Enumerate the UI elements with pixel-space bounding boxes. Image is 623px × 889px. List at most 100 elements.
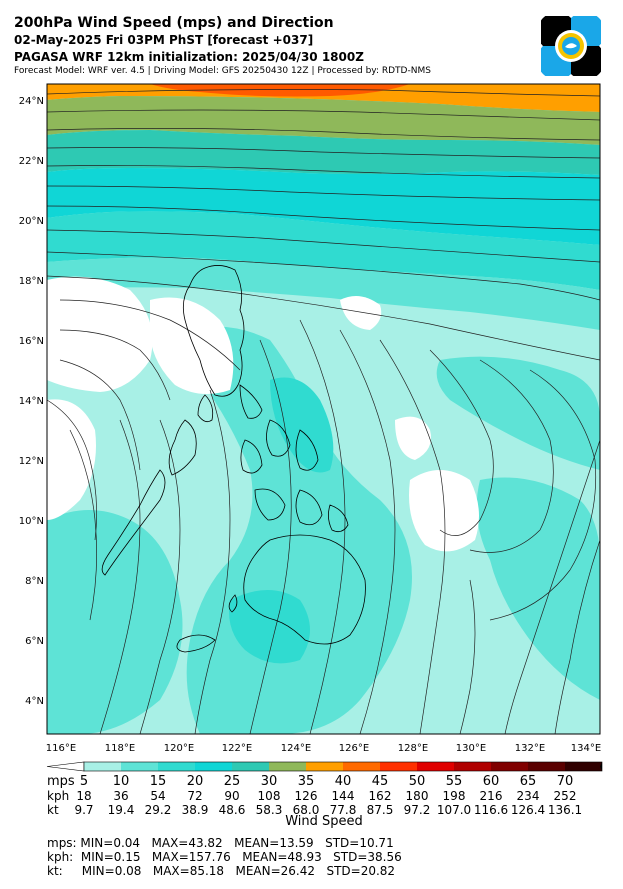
lon-label-128: 128°E [398, 743, 428, 754]
legend-tick-kph: 216 [480, 789, 503, 803]
legend-tick-kph: 126 [295, 789, 318, 803]
legend-tick-kt: 48.6 [219, 803, 246, 817]
legend-tick-kt: 136.1 [548, 803, 582, 817]
colorbar-swatch [528, 762, 565, 771]
colorbar-swatch [306, 762, 343, 771]
lon-label-116: 116°E [46, 743, 76, 754]
pagasa-logo [541, 16, 601, 76]
legend-tick-kph: 180 [406, 789, 429, 803]
legend-tick-mps: 65 [520, 774, 537, 789]
model-info: Forecast Model: WRF ver. 4.5 | Driving M… [14, 66, 431, 76]
legend-row-label-kt: kt [47, 803, 59, 817]
lon-labels: 116°E 118°E 120°E 122°E 124°E 126°E 128°… [46, 743, 601, 754]
colorbar-swatch [84, 762, 121, 771]
legend-tick-mps: 55 [446, 774, 463, 789]
lon-label-120: 120°E [164, 743, 194, 754]
colorbar-swatch [380, 762, 417, 771]
lat-label-12: 12°N [19, 456, 44, 467]
colorbar-swatch [195, 762, 232, 771]
legend-tick-kt: 58.3 [256, 803, 283, 817]
colorbar-swatch [232, 762, 269, 771]
legend-tick-kph: 162 [369, 789, 392, 803]
lat-label-10: 10°N [19, 516, 44, 527]
lat-label-20: 20°N [19, 216, 44, 227]
lat-label-6: 6°N [25, 636, 44, 647]
stats-mps: mps: MIN=0.04 MAX=43.82 MEAN=13.59 STD=1… [47, 836, 394, 850]
legend-tick-kph: 252 [554, 789, 577, 803]
wind-speed-field [47, 84, 600, 734]
lat-label-22: 22°N [19, 156, 44, 167]
colorbar-max-arrow [600, 762, 602, 771]
legend-row-label-mps: mps [47, 774, 75, 789]
legend-tick-kph: 198 [443, 789, 466, 803]
legend-tick-kph: 54 [150, 789, 165, 803]
map-frame [46, 83, 601, 735]
legend-tick-mps: 5 [80, 774, 88, 789]
lon-label-124: 124°E [281, 743, 311, 754]
colorbar-swatches [46, 761, 603, 772]
legend-row-label-kph: kph [47, 789, 69, 803]
lon-label-122: 122°E [222, 743, 252, 754]
legend-tick-kt: 77.8 [330, 803, 357, 817]
colorbar-swatch [121, 762, 158, 771]
legend-tick-kt: 97.2 [404, 803, 431, 817]
colorbar-swatch [269, 762, 306, 771]
legend-tick-kt: 19.4 [108, 803, 135, 817]
colorbar-min-arrow [46, 761, 85, 772]
legend-tick-mps: 35 [298, 774, 315, 789]
colorbar-swatch [343, 762, 380, 771]
legend-tick-mps: 40 [335, 774, 352, 789]
legend-tick-kt: 68.0 [293, 803, 320, 817]
legend-tick-kt: 9.7 [74, 803, 93, 817]
legend-tick-kph: 36 [113, 789, 128, 803]
legend-tick-kph: 234 [517, 789, 540, 803]
stats-kph: kph: MIN=0.15 MAX=157.76 MEAN=48.93 STD=… [47, 850, 402, 864]
lat-label-14: 14°N [19, 396, 44, 407]
legend-tick-kt: 38.9 [182, 803, 209, 817]
legend-caption: Wind Speed [285, 814, 363, 829]
lon-label-130: 130°E [456, 743, 486, 754]
colorbar-swatch [454, 762, 491, 771]
chart-title: 200hPa Wind Speed (mps) and Direction [14, 15, 334, 31]
legend-tick-kph: 144 [332, 789, 355, 803]
legend-tick-mps: 20 [187, 774, 204, 789]
colorbar-swatch [491, 762, 528, 771]
streamlines [47, 89, 600, 734]
legend-tick-mps: 60 [483, 774, 500, 789]
legend-tick-mps: 50 [409, 774, 426, 789]
legend-tick-mps: 10 [113, 774, 130, 789]
legend-tick-kt: 87.5 [367, 803, 394, 817]
lat-label-16: 16°N [19, 336, 44, 347]
lon-label-126: 126°E [339, 743, 369, 754]
legend-tick-mps: 30 [261, 774, 278, 789]
legend-tick-mps: 25 [224, 774, 241, 789]
legend-tick-mps: 70 [557, 774, 574, 789]
lon-label-118: 118°E [105, 743, 135, 754]
legend-tick-kt: 116.6 [474, 803, 508, 817]
legend-tick-kt: 29.2 [145, 803, 172, 817]
legend-tick-kt: 107.0 [437, 803, 471, 817]
legend-tick-kph: 18 [76, 789, 91, 803]
lat-label-24: 24°N [19, 96, 44, 107]
wind-map: 24°N 22°N 20°N 18°N 16°N 14°N 12°N 10°N … [19, 83, 601, 754]
legend-tick-kph: 72 [187, 789, 202, 803]
stats-kt: kt: MIN=0.08 MAX=85.18 MEAN=26.42 STD=20… [47, 864, 396, 878]
lon-label-134: 134°E [571, 743, 601, 754]
legend-tick-kph: 108 [258, 789, 281, 803]
lat-label-4: 4°N [25, 696, 44, 707]
legend-tick-kph: 90 [224, 789, 239, 803]
init-time: PAGASA WRF 12km initialization: 2025/04/… [14, 50, 364, 64]
lat-label-8: 8°N [25, 576, 44, 587]
lon-label-132: 132°E [515, 743, 545, 754]
legend-tick-kt: 126.4 [511, 803, 545, 817]
colorbar-frame [83, 761, 603, 772]
colorbar-swatch [417, 762, 454, 771]
colorbar-swatch [158, 762, 195, 771]
colorbar-labels: mps 5 10 15 20 25 30 35 40 45 50 55 60 65 70 kph 18 36 54 7… [47, 774, 582, 817]
lat-labels: 24°N 22°N 20°N 18°N 16°N 14°N 12°N 10°N … [19, 96, 44, 707]
legend-tick-mps: 15 [150, 774, 167, 789]
lat-label-18: 18°N [19, 276, 44, 287]
forecast-time: 02-May-2025 Fri 03PM PhST [forecast +037… [14, 33, 314, 47]
colorbar-swatch [565, 762, 602, 771]
coastline [101, 265, 366, 653]
